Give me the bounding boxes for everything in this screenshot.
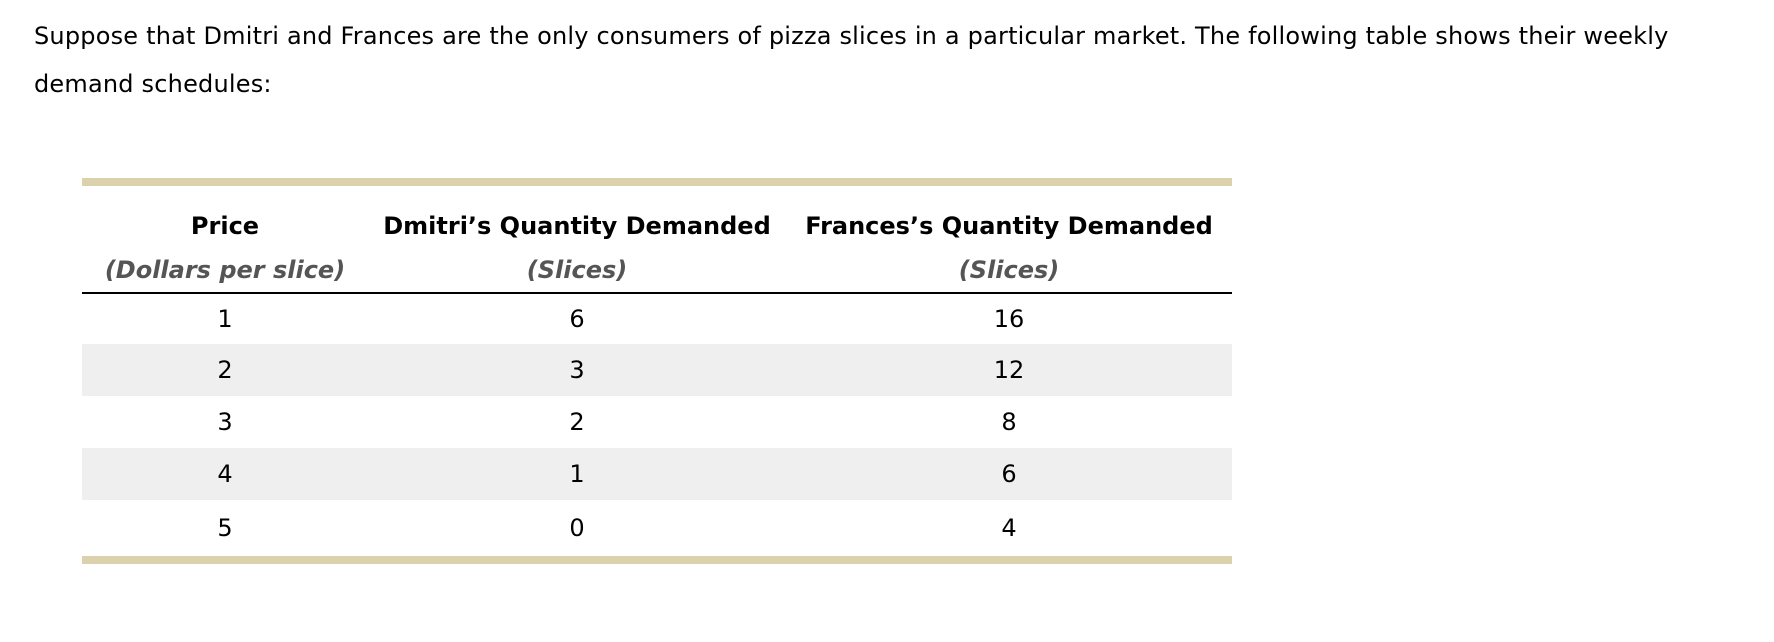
frances-cell: 8 [1001,408,1017,436]
price-cell: 4 [82,448,368,500]
header-dmitri: Dmitri’s Quantity Demanded [383,212,771,240]
dmitri-cell: 2 [569,408,585,436]
dmitri-cell: 3 [368,344,786,396]
demand-schedule-table: Price Dmitri’s Quantity Demanded Frances… [82,178,1232,564]
intro-text: Suppose that Dmitri and Frances are the … [34,22,1669,98]
header-dmitri-unit: (Slices) [368,248,786,294]
header-title-row: Price Dmitri’s Quantity Demanded Frances… [82,186,1232,248]
header-frances: Frances’s Quantity Demanded [805,212,1213,240]
table-row: 4 1 6 [82,448,1232,500]
frances-cell: 16 [993,305,1025,333]
header-price: Price [190,212,260,240]
header-unit-row: (Dollars per slice) (Slices) (Slices) [82,248,1232,294]
table-bottom-rule [82,556,1232,564]
frances-cell: 12 [786,344,1232,396]
header-frances-unit: (Slices) [786,248,1232,294]
header-price-unit: (Dollars per slice) [82,248,368,294]
frances-cell: 6 [786,448,1232,500]
dmitri-cell: 1 [368,448,786,500]
frances-cell: 4 [1001,514,1017,542]
table-row: 1 6 16 [82,293,1232,344]
price-cell: 2 [82,344,368,396]
table-row: 3 2 8 [82,396,1232,448]
dmitri-cell: 6 [569,305,585,333]
price-cell: 1 [217,305,233,333]
table-row: 2 3 12 [82,344,1232,396]
dmitri-cell: 0 [569,514,585,542]
table-top-rule [82,178,1232,186]
table-row: 5 0 4 [82,500,1232,556]
price-cell: 5 [217,514,233,542]
price-cell: 3 [217,408,233,436]
demand-table: Price Dmitri’s Quantity Demanded Frances… [82,186,1232,556]
